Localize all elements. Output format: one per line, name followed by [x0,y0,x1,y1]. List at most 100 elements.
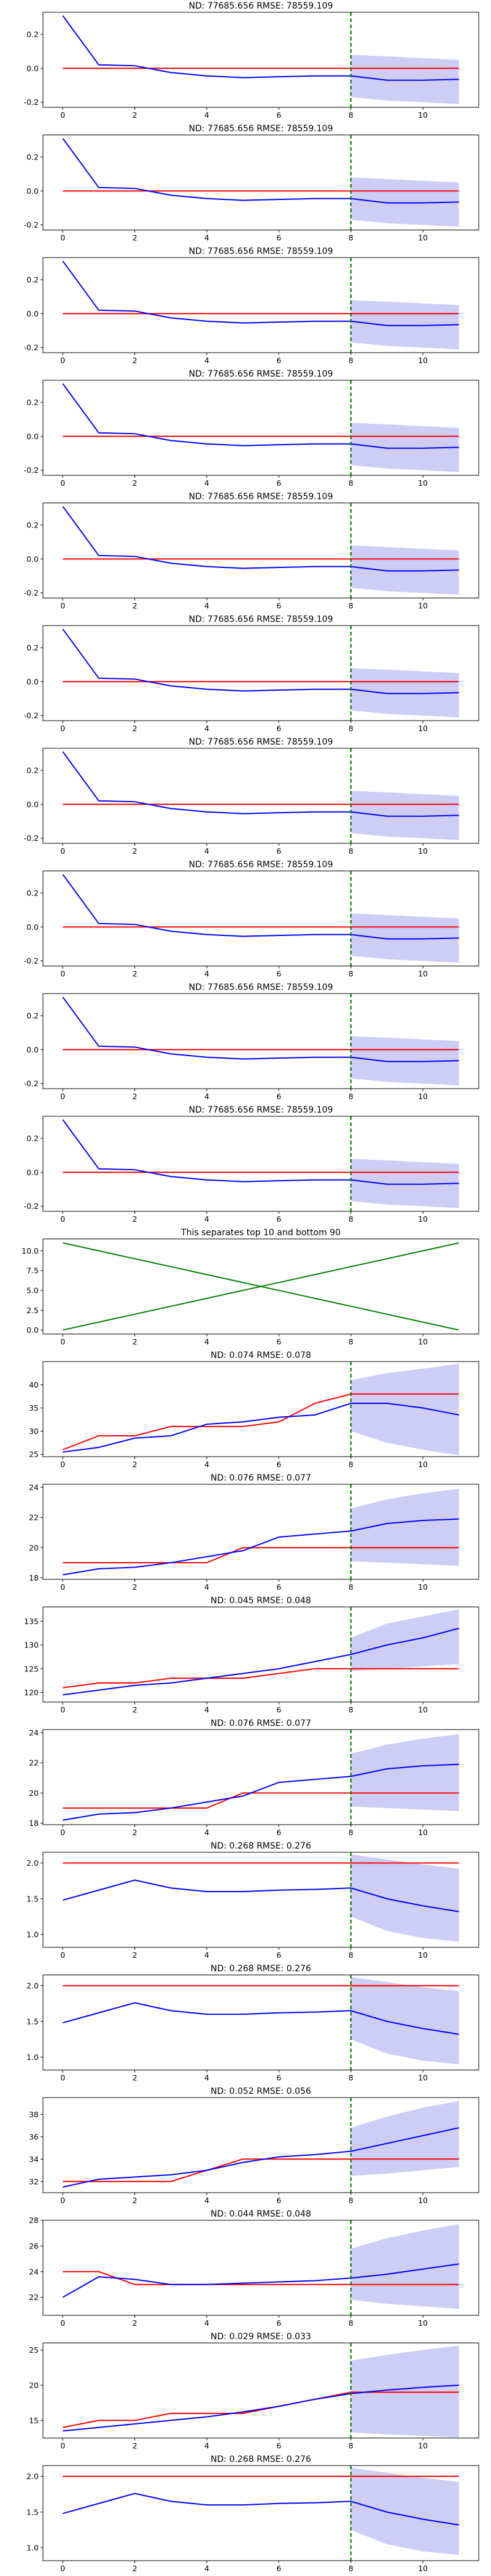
y-tick-label: 0.2 [26,29,39,39]
series-line-actual [63,1547,459,1563]
x-tick-label: 6 [276,601,281,610]
confidence-band [350,177,459,227]
x-tick-label: 0 [60,1705,65,1714]
confidence-band [350,1363,459,1455]
x-tick-label: 0 [60,2564,65,2573]
chart-title: ND: 0.076 RMSE: 0.077 [211,1719,311,1728]
chart-panel-5: ND: 77685.656 RMSE: 78559.109 0 2 4 6 8 10 -0.2… [24,615,479,733]
y-tick-label: 2.0 [26,1981,39,1990]
x-tick-label: 10 [418,969,428,978]
x-tick-label: 8 [349,1460,354,1469]
x-tick-label: 4 [204,601,209,610]
series-line-forecast [63,2002,459,2035]
series-line-forecast [62,383,459,449]
chart-panel-13: ND: 0.045 RMSE: 0.048 0 2 4 6 8 10 120 125 130 135 [24,1596,479,1714]
y-tick-label: 2.5 [26,1306,39,1315]
y-tick-label: 15 [29,2416,39,2425]
x-tick-label: 10 [418,478,428,488]
x-tick-label: 8 [349,1828,354,1837]
y-tick-label: 0.0 [26,922,39,932]
y-tick-label: -0.2 [24,466,39,475]
chart-title: ND: 77685.656 RMSE: 78559.109 [189,1,333,11]
x-tick-label: 10 [418,356,428,365]
y-tick-label: 0.2 [26,275,39,284]
axes-frame [42,134,479,231]
axes-frame [42,993,479,1089]
x-tick-label: 6 [276,2196,281,2205]
x-tick-label: 4 [204,846,209,856]
x-tick-label: 8 [349,1092,354,1101]
axes-frame [42,1729,479,1825]
chart-title: ND: 77685.656 RMSE: 78559.109 [189,615,333,624]
x-tick-label: 2 [133,356,137,365]
y-tick-label: 135 [24,1617,39,1626]
x-tick-label: 8 [349,2564,354,2573]
confidence-band [350,668,459,718]
x-tick-label: 2 [133,1092,137,1101]
y-tick-label: 0.2 [26,520,39,529]
x-tick-label: 4 [204,1950,209,1960]
y-tick-label: 30 [29,1427,39,1436]
series-line-forecast [63,2384,459,2432]
y-tick-label: 1.5 [26,2017,39,2026]
y-tick-label: -0.2 [24,343,39,352]
x-tick-label: 2 [133,2564,137,2573]
x-tick-label: 10 [418,2318,428,2328]
x-tick-label: 8 [349,2196,354,2205]
axes-frame [42,12,479,108]
y-tick-label: 22 [29,2293,39,2302]
x-tick-label: 10 [418,1460,428,1469]
x-tick-label: 10 [418,2564,428,2573]
x-tick-label: 6 [276,356,281,365]
y-tick-label: 20 [29,1543,39,1552]
axes-frame [42,1606,479,1703]
x-tick-label: 2 [133,1460,137,1469]
x-tick-label: 10 [418,1950,428,1960]
x-tick-label: 8 [349,1337,354,1346]
chart-title: ND: 77685.656 RMSE: 78559.109 [189,369,333,379]
x-tick-label: 6 [276,1950,281,1960]
y-tick-label: 10.0 [21,1246,39,1255]
x-tick-label: 4 [204,1828,209,1837]
confidence-band [350,1854,459,1942]
x-tick-label: 10 [418,1705,428,1714]
series-line-actual [62,1393,459,1451]
chart-title: ND: 0.268 RMSE: 0.276 [211,2455,311,2464]
x-tick-label: 0 [60,601,65,610]
y-tick-label: -0.2 [24,1202,39,1211]
chart-panel-19: ND: 0.029 RMSE: 0.033 0 2 4 6 8 10 15 20 25 [29,2332,479,2450]
y-tick-label: 0.2 [26,152,39,161]
x-tick-label: 10 [418,1337,428,1346]
series-line-forecast [62,2263,459,2298]
chart-panel-16: ND: 0.268 RMSE: 0.276 0 2 4 6 8 10 1.0 1.5 2.0 [26,1964,479,2082]
y-tick-label: 1.5 [26,2507,39,2517]
y-tick-label: 0.0 [26,186,39,196]
x-tick-label: 2 [133,2196,137,2205]
axes-frame [42,1116,479,1212]
x-tick-label: 2 [133,1214,137,1224]
axes-frame [42,2220,479,2316]
x-tick-label: 6 [276,969,281,978]
x-tick-label: 6 [276,1460,281,1469]
chart-title: ND: 77685.656 RMSE: 78559.109 [189,1105,333,1115]
x-tick-label: 6 [276,846,281,856]
y-tick-label: 24 [29,1728,39,1737]
x-tick-label: 10 [418,724,428,733]
x-tick-label: 2 [133,601,137,610]
y-tick-label: 20 [29,1788,39,1798]
x-tick-label: 8 [349,2073,354,2082]
confidence-band [350,423,459,472]
x-tick-label: 0 [60,846,65,856]
x-tick-label: 0 [60,2196,65,2205]
series-line-forecast [63,2127,459,2188]
x-tick-label: 8 [349,846,354,856]
x-tick-label: 10 [418,2196,428,2205]
x-tick-label: 6 [276,233,281,242]
y-tick-label: 22 [29,1513,39,1522]
x-tick-label: 8 [349,969,354,978]
x-tick-label: 0 [60,1460,65,1469]
axes-frame [42,257,479,353]
